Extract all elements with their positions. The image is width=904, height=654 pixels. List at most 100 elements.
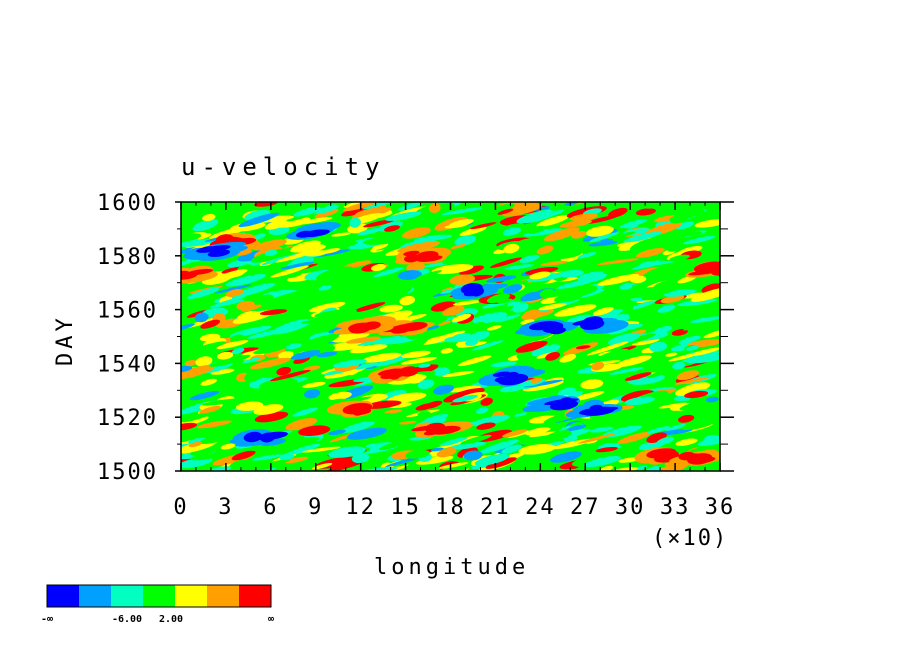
velocity-feature (259, 433, 273, 441)
velocity-cell (444, 336, 466, 343)
velocity-cell (373, 336, 417, 345)
velocity-cell (517, 242, 532, 253)
velocity-cell (502, 227, 521, 236)
velocity-cell (669, 254, 690, 262)
velocity-cell (704, 434, 719, 441)
velocity-cell (298, 425, 331, 437)
velocity-cell (490, 257, 522, 268)
velocity-cell (328, 391, 352, 401)
y-tick-label: 1500 (97, 460, 158, 485)
velocity-cell (674, 221, 695, 230)
velocity-cell (472, 340, 504, 351)
velocity-cell (189, 386, 224, 396)
velocity-cell (439, 437, 468, 447)
velocity-cell (398, 420, 417, 425)
velocity-cell (187, 287, 220, 300)
velocity-cell (609, 367, 645, 375)
velocity-cell (673, 203, 705, 216)
velocity-cell (679, 402, 699, 411)
velocity-cell (499, 385, 524, 393)
velocity-cell (603, 260, 642, 275)
velocity-cell (674, 376, 711, 385)
velocity-cell (451, 313, 472, 323)
velocity-cell (626, 405, 661, 416)
velocity-cell (229, 459, 249, 469)
velocity-cell (597, 258, 639, 266)
velocity-cell (624, 396, 655, 406)
velocity-cell (285, 343, 302, 350)
velocity-cell (244, 209, 271, 221)
velocity-cell (346, 278, 366, 284)
colorbar-swatch (207, 585, 239, 607)
velocity-cell (357, 227, 383, 236)
velocity-cell (485, 457, 517, 469)
velocity-cell (450, 243, 467, 250)
x-tick-label: 3 (218, 495, 233, 520)
velocity-cell (235, 401, 264, 411)
velocity-cell (460, 434, 492, 445)
velocity-cell (293, 207, 321, 217)
velocity-cell (277, 351, 294, 359)
velocity-cell (360, 325, 394, 334)
velocity-cell (658, 403, 684, 409)
velocity-cell (280, 261, 315, 270)
velocity-cell (669, 209, 705, 222)
velocity-cell (485, 203, 515, 215)
velocity-cell (303, 365, 321, 371)
velocity-cell (290, 240, 321, 253)
velocity-cell (378, 440, 405, 451)
x-tick-label: 30 (615, 495, 646, 520)
velocity-feature (403, 250, 420, 257)
velocity-cell (615, 355, 652, 368)
velocity-cell (515, 340, 548, 353)
velocity-feature (528, 320, 559, 331)
velocity-cell (650, 463, 688, 471)
velocity-cell (636, 260, 676, 267)
x-scale-note: (×10) (652, 526, 728, 551)
velocity-cell (502, 203, 543, 217)
velocity-cell (220, 443, 236, 450)
velocity-cell (199, 430, 241, 445)
chart-title: u-velocity (181, 153, 386, 181)
velocity-cell (689, 347, 720, 357)
velocity-cell (497, 208, 514, 215)
velocity-cell (692, 411, 709, 420)
velocity-cell (596, 348, 629, 361)
velocity-cell (620, 390, 655, 402)
colorbar-label: -6.00 (112, 614, 142, 625)
velocity-cell (474, 453, 510, 466)
velocity-cell (252, 239, 287, 251)
velocity-cell (229, 325, 272, 338)
velocity-cell (600, 237, 613, 246)
velocity-cell (238, 212, 280, 228)
velocity-cell (193, 341, 227, 352)
velocity-cell (417, 411, 431, 417)
velocity-cell (545, 352, 561, 361)
velocity-cell (585, 225, 614, 237)
velocity-cell (571, 230, 587, 239)
velocity-cell (649, 341, 668, 352)
velocity-cell (559, 219, 592, 228)
velocity-feature (588, 406, 619, 414)
velocity-cell (433, 367, 450, 377)
velocity-cell (550, 451, 582, 463)
velocity-cell (399, 286, 412, 294)
velocity-cell (575, 345, 591, 350)
colorbar-swatch (239, 585, 271, 607)
velocity-cell (564, 424, 587, 433)
velocity-cell (442, 305, 465, 316)
velocity-cell (349, 217, 361, 228)
velocity-cell (216, 340, 249, 350)
velocity-cell (531, 344, 561, 357)
velocity-cell (268, 340, 288, 347)
velocity-cell (619, 219, 648, 229)
velocity-cell (472, 312, 508, 324)
velocity-cell (678, 414, 695, 423)
velocity-cell (486, 325, 502, 331)
velocity-cell (504, 264, 534, 270)
velocity-cell (401, 350, 431, 359)
velocity-cell (302, 381, 326, 388)
velocity-feature (543, 398, 579, 406)
velocity-cell (671, 329, 688, 336)
